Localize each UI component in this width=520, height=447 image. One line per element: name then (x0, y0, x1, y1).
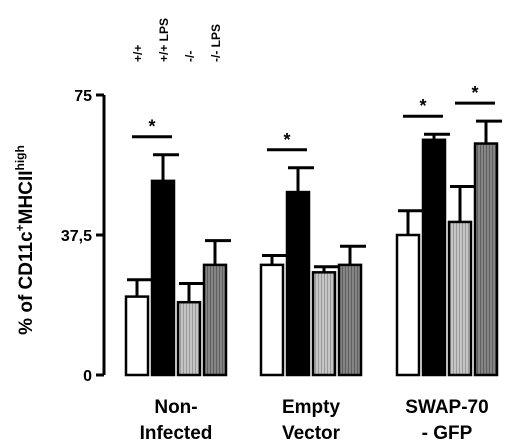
significance-group: * * * * (132, 83, 495, 152)
y-axis-label: % of CD11c+MHCIIhigh (13, 145, 37, 335)
significance-star-0: * (148, 117, 155, 137)
bar-1-2 (421, 138, 447, 377)
significance-star-3: * (471, 83, 478, 103)
bar-1-0 (150, 179, 176, 377)
bar-0-0 (124, 295, 150, 377)
bar-3-0 (202, 263, 228, 377)
bar-0-2 (395, 233, 421, 377)
bar-2-2 (447, 220, 473, 377)
legend-label-3: -/- LPS (209, 24, 223, 62)
legend-label-1: +/+ LPS (157, 18, 171, 62)
significance-star-1: * (283, 130, 290, 150)
category-label-2-0: SWAP-70 (405, 397, 488, 418)
y-axis: 0 37,5 75 (61, 88, 106, 385)
x-axis-labels: Non- Infected Empty Vector SWAP-70 - GFP (140, 397, 489, 444)
y-axis-label-mhcii: MHCII (16, 171, 37, 225)
y-axis-label-main: % of CD11c (16, 231, 37, 335)
category-label-2-1: - GFP (422, 423, 473, 444)
bar-0-1 (259, 263, 285, 377)
legend-label-2: -/- (183, 51, 197, 62)
category-label-1-0: Empty (282, 397, 341, 418)
y-axis-label-sup-plus: + (13, 224, 27, 231)
bar-1-1 (285, 190, 311, 377)
y-tick-label-1: 37,5 (61, 228, 92, 245)
y-tick-label-0: 0 (83, 368, 92, 385)
significance-star-2: * (419, 96, 426, 116)
bar-3-2 (473, 142, 499, 377)
category-label-0-0: Non- (154, 397, 197, 418)
y-tick-label-2: 75 (74, 88, 92, 105)
bars-group (124, 119, 502, 377)
category-label-0-1: Infected (140, 423, 213, 444)
y-axis-label-sup-high: high (13, 145, 27, 170)
bar-2-1 (311, 271, 337, 377)
category-label-1-1: Vector (282, 423, 341, 444)
legend: +/+ +/+ LPS -/- -/- LPS (131, 18, 223, 62)
bar-2-0 (176, 300, 202, 377)
bar-3-1 (337, 263, 363, 377)
legend-label-0: +/+ (131, 45, 145, 62)
